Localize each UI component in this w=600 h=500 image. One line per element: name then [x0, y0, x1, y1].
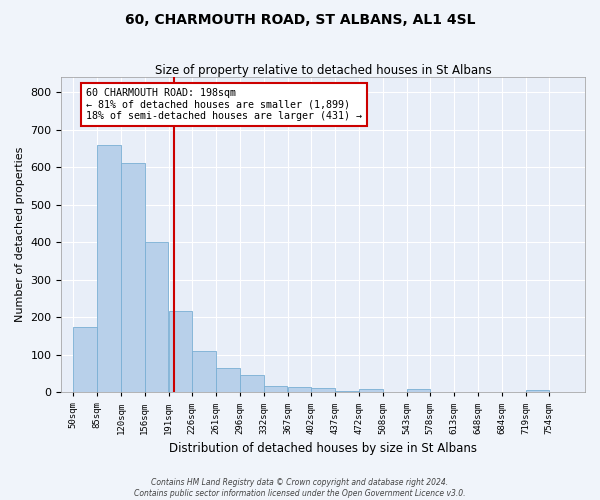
Bar: [97, 144, 121, 392]
Text: 60 CHARMOUTH ROAD: 198sqm
← 81% of detached houses are smaller (1,899)
18% of se: 60 CHARMOUTH ROAD: 198sqm ← 81% of detac…: [86, 88, 362, 122]
Bar: [526, 390, 549, 392]
Bar: [311, 388, 335, 392]
Bar: [264, 386, 287, 392]
Y-axis label: Number of detached properties: Number of detached properties: [15, 147, 25, 322]
Bar: [216, 368, 240, 392]
Text: 60, CHARMOUTH ROAD, ST ALBANS, AL1 4SL: 60, CHARMOUTH ROAD, ST ALBANS, AL1 4SL: [125, 12, 475, 26]
Bar: [359, 390, 383, 392]
Bar: [240, 376, 263, 392]
Title: Size of property relative to detached houses in St Albans: Size of property relative to detached ho…: [155, 64, 491, 77]
Bar: [73, 326, 97, 392]
Bar: [121, 164, 145, 392]
Bar: [407, 390, 430, 392]
Bar: [169, 311, 192, 392]
Bar: [193, 351, 216, 393]
Bar: [145, 242, 169, 392]
Bar: [287, 387, 311, 392]
X-axis label: Distribution of detached houses by size in St Albans: Distribution of detached houses by size …: [169, 442, 477, 455]
Text: Contains HM Land Registry data © Crown copyright and database right 2024.
Contai: Contains HM Land Registry data © Crown c…: [134, 478, 466, 498]
Bar: [335, 390, 359, 392]
